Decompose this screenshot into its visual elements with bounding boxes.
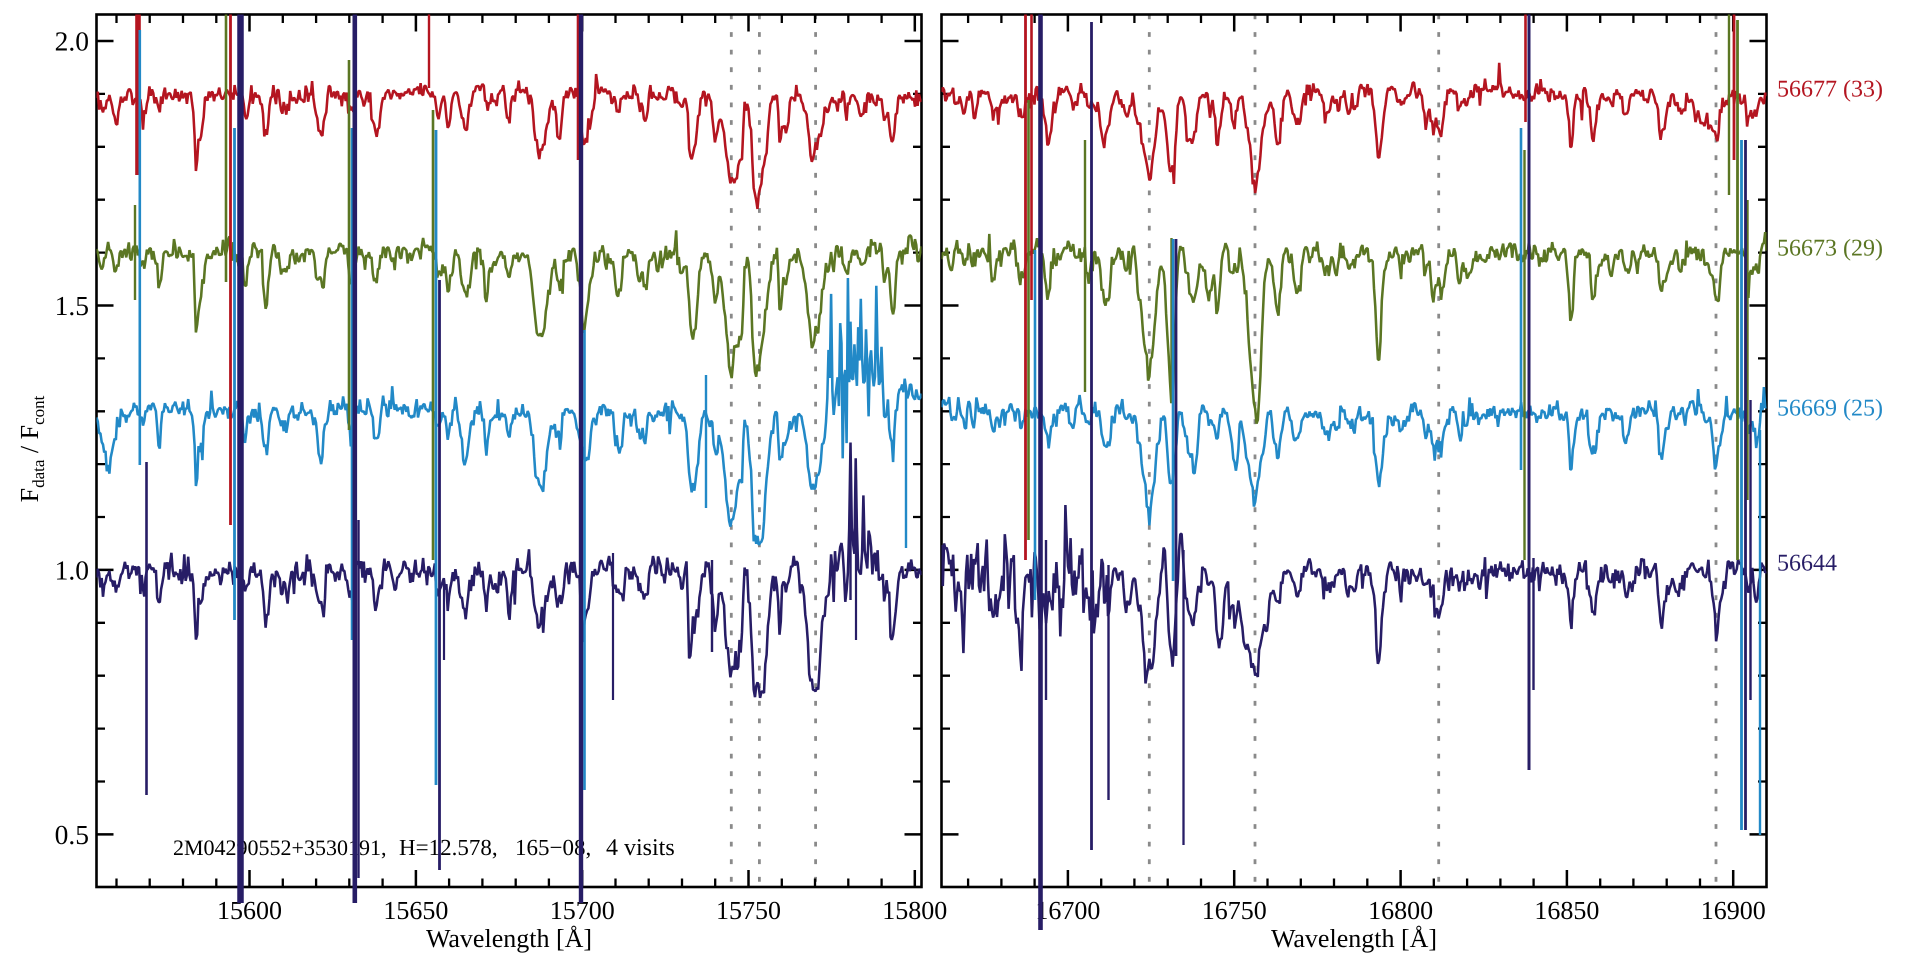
svg-text:16850: 16850 [1534, 896, 1599, 925]
svg-text:Wavelength [Å]: Wavelength [Å] [426, 924, 592, 953]
svg-text:165−08,: 165−08, [515, 835, 591, 860]
svg-text:56677 (33): 56677 (33) [1777, 77, 1883, 103]
svg-text:56673 (29): 56673 (29) [1777, 235, 1883, 261]
svg-text:4 visits: 4 visits [606, 835, 675, 861]
svg-text:15800: 15800 [882, 896, 947, 925]
svg-text:15650: 15650 [383, 896, 448, 925]
svg-text:56644: 56644 [1777, 550, 1837, 576]
svg-text:2.0: 2.0 [55, 26, 89, 57]
svg-text:16700: 16700 [1035, 896, 1100, 925]
svg-text:16750: 16750 [1202, 896, 1267, 925]
svg-text:2M04290552+3530191,: 2M04290552+3530191, [173, 835, 386, 860]
svg-text:16800: 16800 [1368, 896, 1433, 925]
svg-text:15600: 15600 [217, 896, 282, 925]
svg-text:Wavelength [Å]: Wavelength [Å] [1271, 924, 1437, 953]
svg-text:1.5: 1.5 [55, 290, 89, 321]
svg-text:1.0: 1.0 [55, 555, 89, 586]
svg-text:16900: 16900 [1701, 896, 1766, 925]
svg-text:0.5: 0.5 [55, 819, 89, 850]
svg-text:15750: 15750 [716, 896, 781, 925]
svg-text:H=12.578,: H=12.578, [399, 835, 498, 860]
svg-text:56669 (25): 56669 (25) [1777, 396, 1883, 422]
